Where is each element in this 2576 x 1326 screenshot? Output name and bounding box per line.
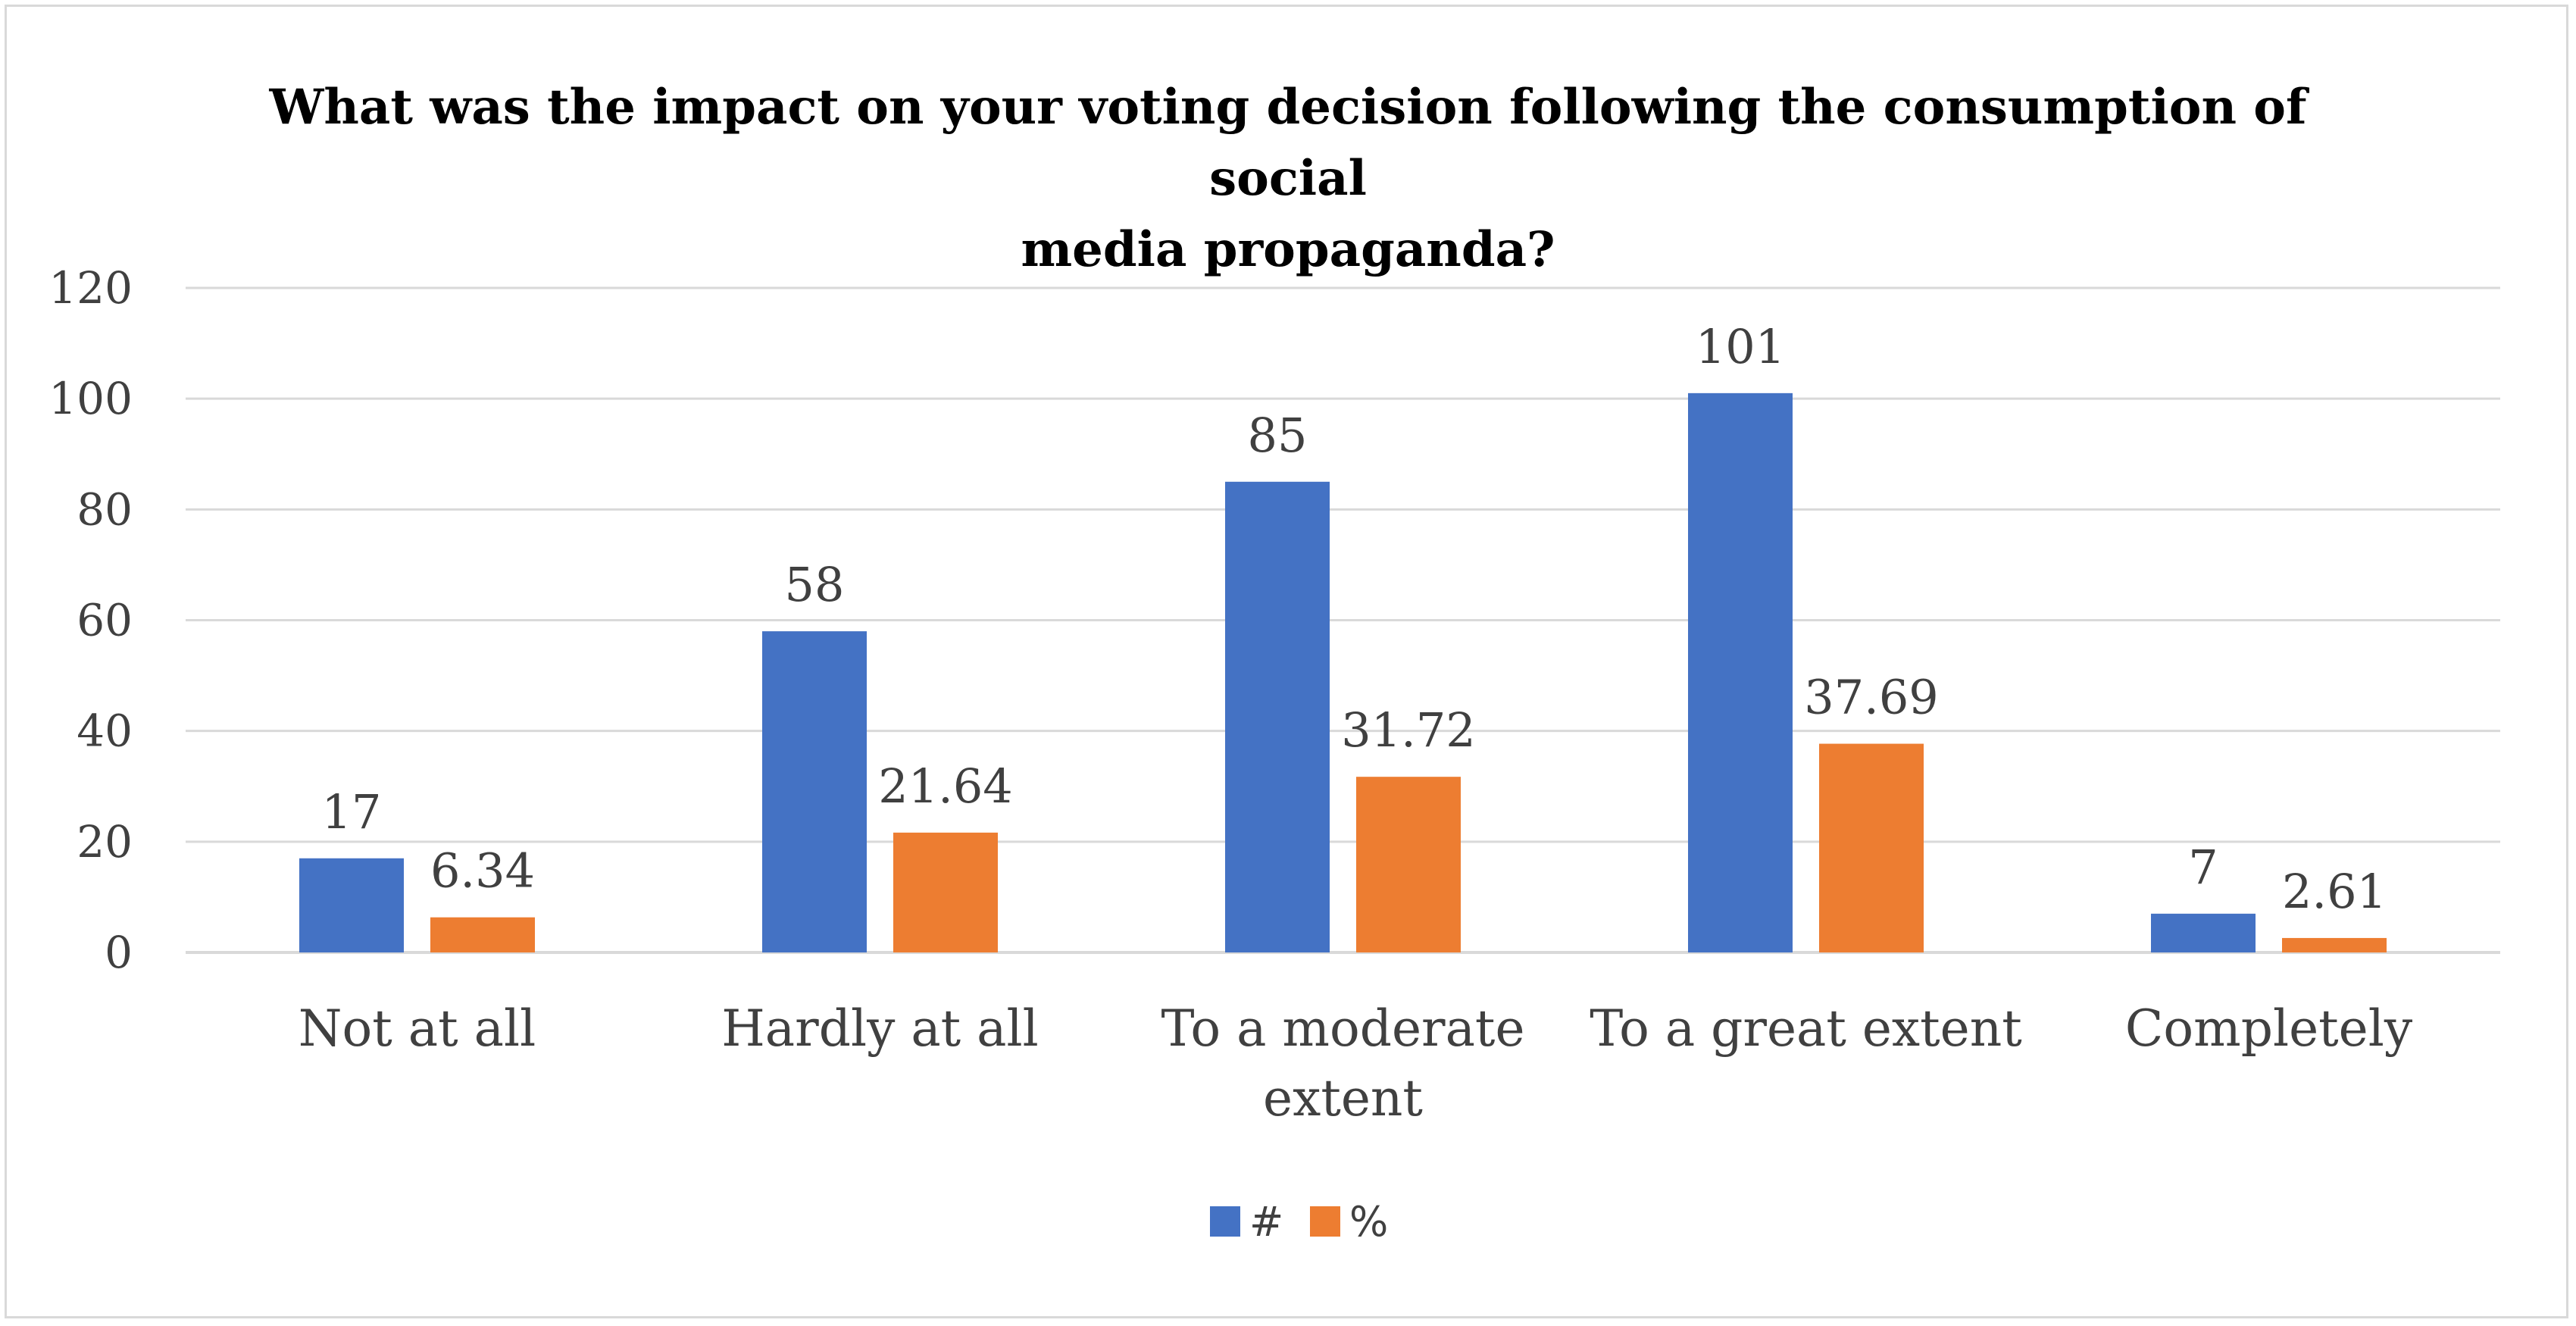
data-label: 31.72	[1341, 702, 1476, 758]
x-category-label: To a great extent	[1590, 999, 2022, 1058]
bar-count	[1225, 481, 1330, 952]
legend-label: %	[1349, 1198, 1388, 1246]
bar-count	[1688, 392, 1793, 952]
y-tick-label: 80	[77, 483, 133, 535]
data-label: 101	[1696, 319, 1785, 374]
bar-count	[762, 631, 867, 952]
chart-title: What was the impact on your voting decis…	[227, 72, 2349, 286]
legend-label: #	[1249, 1198, 1283, 1246]
data-label: 17	[322, 784, 382, 840]
x-category-label: Completely	[2125, 999, 2413, 1058]
data-label: 6.34	[430, 843, 535, 899]
data-label: 85	[1248, 408, 1308, 463]
bar-percent	[893, 832, 998, 952]
y-tick-label: 120	[48, 262, 133, 314]
bars	[299, 392, 2387, 952]
chart-title-line-2: media propaganda?	[1021, 221, 1555, 278]
bar-percent	[1819, 743, 1924, 952]
bar-percent	[1356, 777, 1461, 952]
y-tick-label: 20	[77, 816, 133, 868]
x-category-label: Hardly at all	[721, 999, 1039, 1058]
legend-swatch	[1310, 1206, 1340, 1237]
legend: #%	[1210, 1198, 1388, 1246]
x-category-label: extent	[1263, 1069, 1423, 1127]
legend-swatch	[1210, 1206, 1240, 1237]
y-tick-label: 100	[48, 373, 133, 424]
chart-title-line-1: What was the impact on your voting decis…	[269, 79, 2307, 207]
x-category-label: To a moderate	[1161, 999, 1524, 1058]
y-tick-label: 60	[77, 595, 133, 646]
data-label: 21.64	[878, 758, 1013, 814]
x-axis-categories: Not at all Hardly at all To a moderate exte…	[299, 999, 2413, 1127]
data-label: 2.61	[2282, 864, 2387, 919]
gridlines	[186, 286, 2500, 954]
data-label: 58	[785, 557, 845, 612]
bar-percent	[430, 917, 535, 952]
bar-count	[299, 858, 404, 952]
data-labels: 17 6.34 58 21.64 85 31.72 101 37.69 7 2.61	[322, 319, 2387, 919]
bar-percent	[2282, 937, 2387, 952]
data-label: 37.69	[1804, 670, 1939, 725]
y-tick-label: 0	[105, 927, 133, 978]
bar-count	[2151, 913, 2256, 952]
y-tick-label: 40	[77, 705, 133, 757]
x-category-label: Not at all	[299, 999, 536, 1058]
data-label: 7	[2188, 840, 2218, 895]
y-axis-ticks: 0 20 40 60 80 100 120	[48, 262, 133, 978]
